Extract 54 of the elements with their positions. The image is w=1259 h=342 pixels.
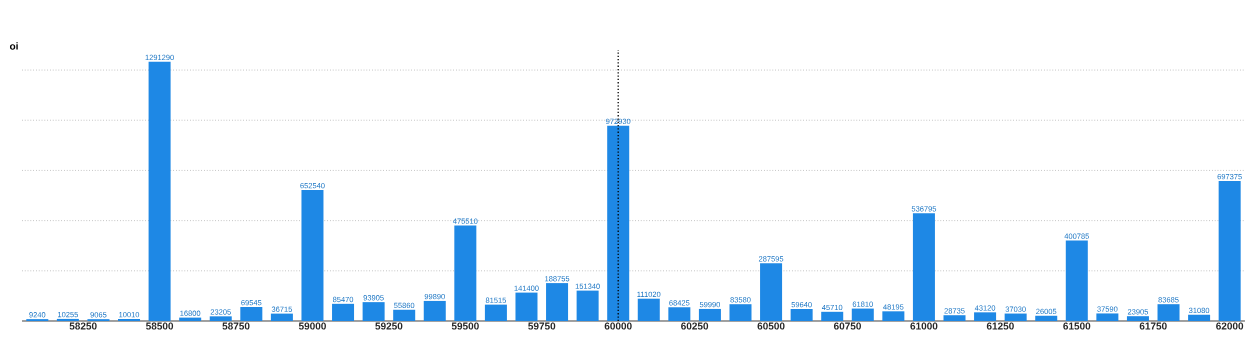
bar: [821, 311, 844, 321]
bar: [484, 304, 507, 321]
x-tick-label: 60250: [681, 322, 709, 330]
bar: [148, 61, 171, 321]
bar: [1096, 313, 1119, 321]
x-tick-label: 59750: [528, 322, 556, 330]
bar: [974, 312, 997, 321]
x-tick-label: 61000: [910, 322, 938, 330]
bar: [882, 311, 905, 321]
x-tick-label: 60750: [833, 322, 861, 330]
bar: [56, 318, 79, 321]
bar: [698, 308, 721, 321]
y-axis-title: oi: [9, 42, 18, 50]
bar: [209, 316, 232, 321]
bar: [576, 290, 599, 321]
bar: [1157, 304, 1180, 321]
x-tick-label: 59500: [451, 322, 479, 330]
bar: [1126, 316, 1149, 321]
bar: [301, 190, 324, 321]
x-tick-label: 60500: [757, 322, 785, 330]
bar: [332, 303, 355, 321]
bar: [851, 308, 874, 321]
x-tick-label: 60000: [604, 322, 632, 330]
bar: [270, 313, 293, 321]
bar: [607, 125, 630, 321]
bar: [1035, 315, 1058, 321]
bar: [515, 292, 538, 321]
bar: [546, 283, 569, 321]
x-tick-label: 58500: [146, 322, 174, 330]
bar: [118, 318, 141, 321]
bar: [1065, 240, 1088, 321]
bar: [454, 225, 477, 321]
bar: [668, 307, 691, 321]
x-tick-label: 59000: [298, 322, 326, 330]
x-tick-label: 61500: [1063, 322, 1091, 330]
bar: [790, 309, 813, 321]
bar: [637, 298, 660, 321]
x-tick-label: 61750: [1139, 322, 1167, 330]
bar: [362, 302, 385, 321]
bar: [943, 315, 966, 321]
x-tick-label: 59250: [375, 322, 403, 330]
bar: [760, 263, 783, 321]
x-tick-label: 58250: [69, 322, 97, 330]
bar: [1004, 313, 1027, 321]
bar: [393, 309, 416, 321]
bar: [729, 304, 752, 321]
bar: [240, 307, 263, 321]
bar: [912, 213, 935, 321]
x-tick-label: 61250: [986, 322, 1014, 330]
bar: [1188, 314, 1211, 321]
x-tick-label: 62000: [1216, 322, 1244, 330]
x-tick-label: 58750: [222, 322, 250, 330]
bar: [1218, 181, 1241, 321]
bar: [423, 300, 446, 321]
